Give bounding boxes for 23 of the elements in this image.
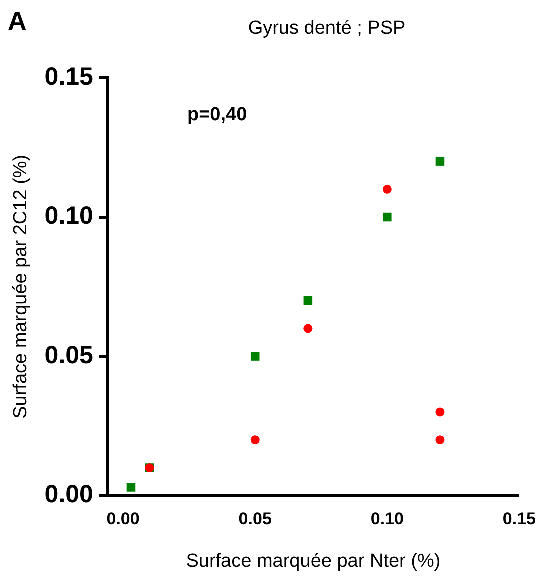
point <box>382 184 392 194</box>
y-tick-label: 0.05 <box>44 341 94 370</box>
x-tick-label: 0.15 <box>502 510 536 529</box>
point <box>304 296 313 306</box>
chart-title: Gyrus denté ; PSP <box>247 18 407 40</box>
point <box>126 483 136 492</box>
y-tick-label: 0.00 <box>44 480 94 509</box>
point <box>436 157 445 166</box>
x-tick-label: 0.00 <box>106 510 140 529</box>
point <box>250 436 260 445</box>
y-axis-title: Surface marquée par 2C12 (%) <box>10 154 32 419</box>
y-tick-label: 0.15 <box>44 62 94 91</box>
point <box>436 408 445 417</box>
annotation: p=0,40 <box>187 104 248 126</box>
x-tick-label: 0.10 <box>370 510 404 529</box>
point <box>436 436 445 445</box>
x-axis-title: Surface marquée par Nter (%) <box>186 550 441 572</box>
point <box>383 212 392 222</box>
point <box>304 324 313 334</box>
point <box>250 352 260 361</box>
y-tick-label: 0.10 <box>44 202 94 230</box>
text: A <box>8 6 27 37</box>
x-tick-label: 0.05 <box>238 510 272 529</box>
